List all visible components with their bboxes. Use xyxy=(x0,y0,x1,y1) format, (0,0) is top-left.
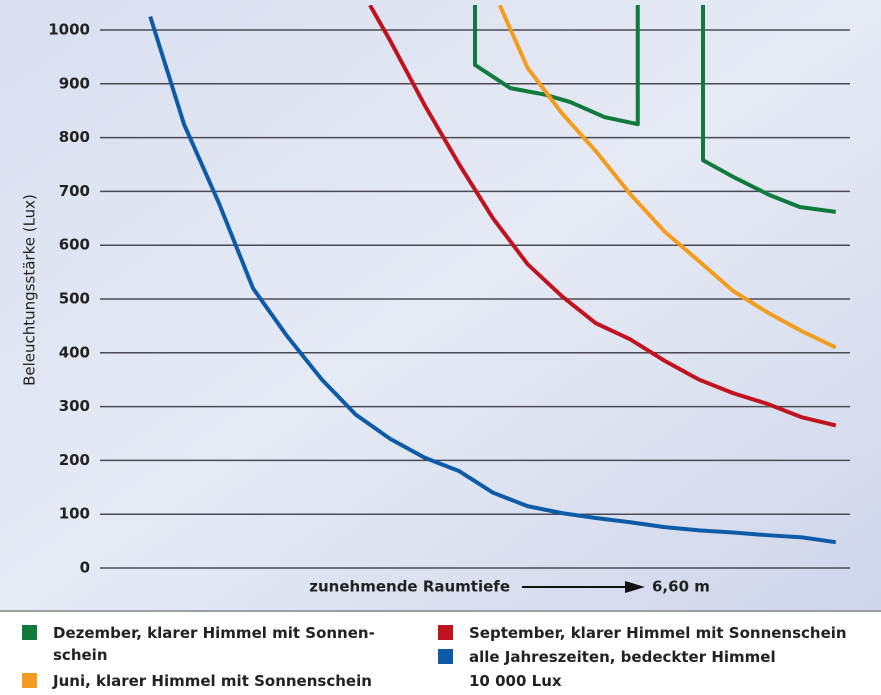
line-series xyxy=(473,5,837,214)
legend-swatch xyxy=(22,673,37,688)
y-tick-label: 200 xyxy=(59,451,90,469)
y-tick-label: 700 xyxy=(59,182,90,200)
legend: Dezember, klarer Himmel mit Sonnen-schei… xyxy=(0,614,881,695)
legend-label: Juni, klarer Himmel mit Sonnenschein xyxy=(53,672,372,690)
y-tick-label: 400 xyxy=(59,343,90,361)
y-axis-label: Beleuchtungsstärke (Lux) xyxy=(21,194,39,386)
legend-item: Juni, klarer Himmel mit Sonnenschein xyxy=(22,670,462,692)
y-tick-label: 100 xyxy=(59,505,90,523)
legend-swatch xyxy=(438,649,453,664)
y-tick-label: 900 xyxy=(59,74,90,92)
arrow-head xyxy=(625,581,645,593)
y-tick-label: 0 xyxy=(80,559,90,577)
legend-note: 10 000 Lux xyxy=(469,672,562,690)
y-tick-label: 800 xyxy=(59,128,90,146)
y-tick-label: 500 xyxy=(59,290,90,308)
chart: Beleuchtungsstärke (Lux) zunehmende Raum… xyxy=(0,0,881,612)
legend-swatch xyxy=(22,625,37,640)
legend-swatch xyxy=(438,625,453,640)
legend-label: September, klarer Himmel mit Sonnenschei… xyxy=(469,624,847,642)
legend-label: alle Jahreszeiten, bedeckter Himmel xyxy=(469,648,776,666)
x-axis-end-label: 6,60 m xyxy=(652,578,710,596)
y-tick-label: 600 xyxy=(59,236,90,254)
legend-item: September, klarer Himmel mit Sonnenschei… xyxy=(438,622,878,644)
line-series xyxy=(497,5,837,350)
x-axis-label: zunehmende Raumtiefe xyxy=(309,578,510,596)
legend-label: Dezember, klarer Himmel mit Sonnen-schei… xyxy=(53,624,375,664)
y-tick-label: 300 xyxy=(59,397,90,415)
background xyxy=(0,0,881,612)
line-series xyxy=(368,5,837,428)
line-series xyxy=(148,15,837,545)
y-tick-label: 1000 xyxy=(48,21,90,39)
legend-item: alle Jahreszeiten, bedeckter Himmel xyxy=(438,646,878,668)
legend-item: Dezember, klarer Himmel mit Sonnen-schei… xyxy=(22,622,402,666)
